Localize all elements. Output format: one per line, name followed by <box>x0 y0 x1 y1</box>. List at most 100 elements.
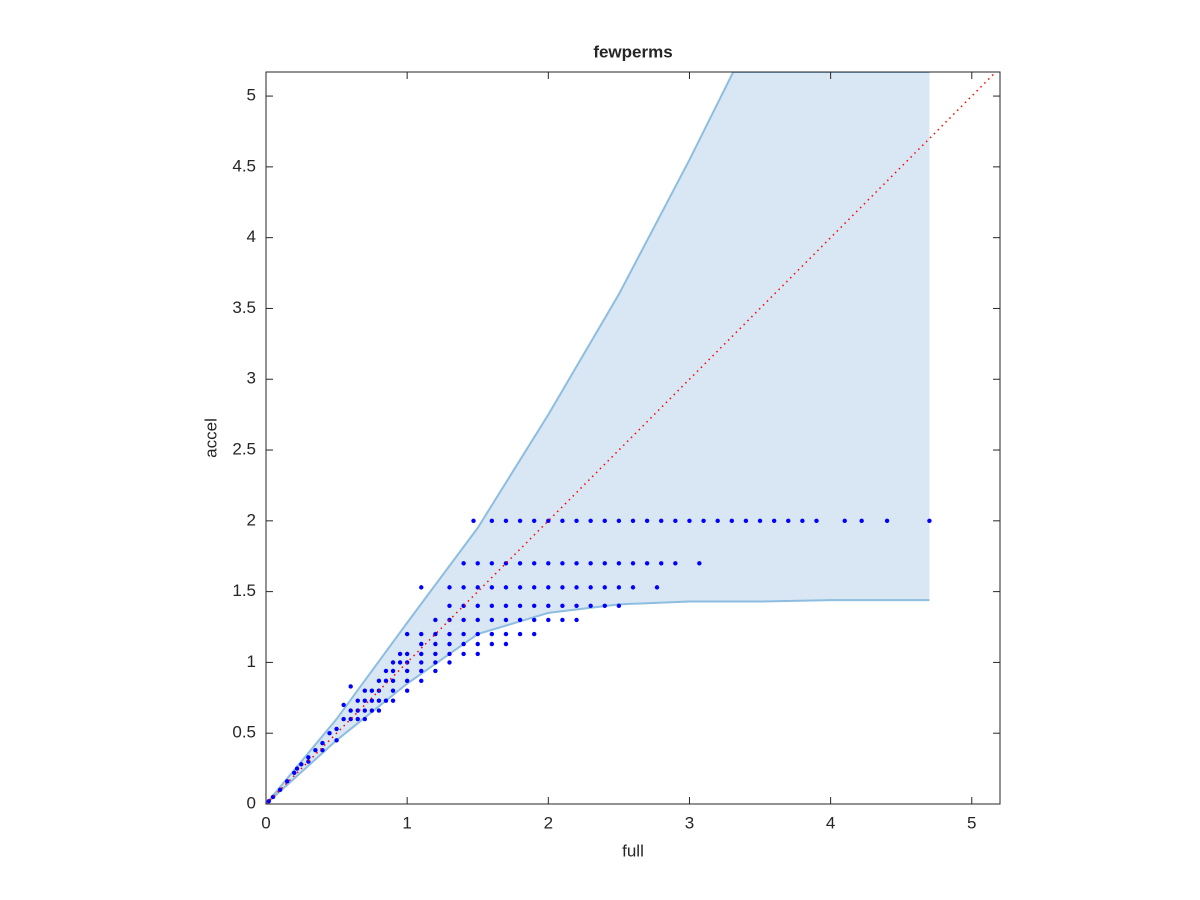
data-point <box>390 698 396 703</box>
data-point <box>503 585 509 590</box>
data-point <box>489 561 495 566</box>
data-point <box>489 518 495 524</box>
y-tick-label: 0.5 <box>232 723 256 742</box>
data-point <box>531 518 537 524</box>
y-tick-label: 4 <box>247 227 256 246</box>
data-point <box>503 641 509 647</box>
data-point <box>654 585 660 590</box>
data-point <box>292 770 297 776</box>
data-point <box>475 651 480 657</box>
data-point <box>859 518 864 524</box>
data-point <box>447 660 452 665</box>
data-point <box>475 603 480 608</box>
data-point <box>489 603 495 608</box>
data-point <box>517 518 523 524</box>
data-point <box>771 518 777 524</box>
data-point <box>369 708 375 713</box>
data-point <box>842 518 847 524</box>
data-point <box>284 779 290 784</box>
data-point <box>404 678 410 684</box>
data-point <box>313 747 318 753</box>
data-point <box>630 585 636 590</box>
data-point <box>390 678 396 684</box>
data-point <box>348 684 353 689</box>
data-point <box>602 561 607 566</box>
data-point <box>503 617 509 623</box>
data-point <box>673 518 678 524</box>
data-point <box>729 518 735 524</box>
data-point <box>327 731 332 736</box>
data-point <box>404 668 410 674</box>
data-point <box>743 518 749 524</box>
data-point <box>517 603 523 608</box>
x-tick-label: 5 <box>967 813 976 832</box>
data-point <box>475 631 480 637</box>
data-point <box>814 518 819 524</box>
data-point <box>517 585 523 590</box>
data-point <box>419 660 424 665</box>
data-point <box>355 708 360 713</box>
chart-title: fewperms <box>593 42 672 61</box>
data-point <box>475 585 480 590</box>
data-point <box>560 561 565 566</box>
data-point <box>616 561 622 566</box>
data-point <box>404 651 410 657</box>
data-point <box>433 668 438 674</box>
data-point <box>489 631 495 637</box>
data-point <box>419 678 424 684</box>
data-point <box>376 678 382 684</box>
data-point <box>644 518 650 524</box>
data-point <box>461 641 466 647</box>
data-point <box>574 561 579 566</box>
plot-area <box>266 72 997 804</box>
data-point <box>574 518 579 524</box>
data-point <box>306 755 311 760</box>
data-point <box>616 518 622 524</box>
data-point <box>362 688 368 693</box>
data-point <box>433 631 438 637</box>
data-point <box>602 603 607 608</box>
data-point <box>546 518 551 524</box>
data-point <box>397 660 403 665</box>
data-point <box>560 603 565 608</box>
data-point <box>560 617 565 623</box>
data-point <box>616 603 622 608</box>
data-point <box>659 561 664 566</box>
data-point <box>503 603 509 608</box>
x-tick-label: 0 <box>261 813 270 832</box>
data-point <box>383 668 389 674</box>
data-point <box>419 668 424 674</box>
band-area <box>266 72 930 804</box>
data-point <box>461 631 466 637</box>
y-tick-label: 2.5 <box>232 440 256 459</box>
data-point <box>369 688 375 693</box>
band-edge <box>266 72 930 804</box>
data-point <box>588 585 593 590</box>
data-point <box>419 641 424 647</box>
data-point <box>294 766 300 771</box>
data-point <box>630 561 636 566</box>
data-point <box>355 698 360 703</box>
data-point <box>447 641 452 647</box>
data-point <box>560 518 565 524</box>
data-point <box>517 561 523 566</box>
data-point <box>588 518 593 524</box>
y-tick-label: 1 <box>247 652 256 671</box>
data-point <box>306 759 311 764</box>
data-point <box>475 561 480 566</box>
data-point <box>447 631 452 637</box>
data-point <box>503 631 509 637</box>
data-point <box>397 651 403 657</box>
data-point <box>461 617 466 623</box>
data-point <box>602 585 607 590</box>
data-point <box>489 585 495 590</box>
data-point <box>341 716 346 722</box>
data-point <box>503 518 509 524</box>
data-point <box>531 617 537 623</box>
data-point <box>489 617 495 623</box>
data-point <box>560 585 565 590</box>
data-point <box>334 726 339 732</box>
y-tick-label: 2 <box>247 510 256 529</box>
data-point <box>433 651 438 657</box>
